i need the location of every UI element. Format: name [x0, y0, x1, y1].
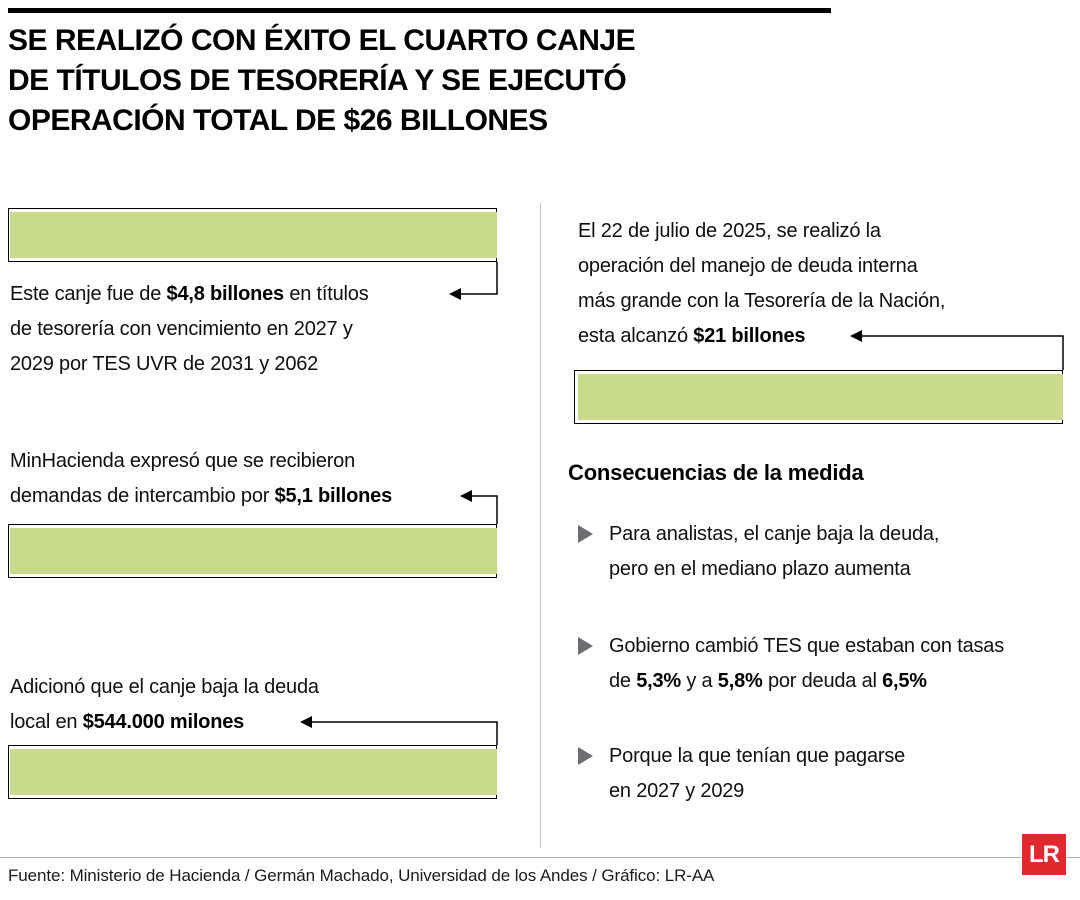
consequence-item-1: Para analistas, el canje baja la deuda, … — [578, 517, 1064, 587]
consequence-item-2: Gobierno cambió TES que estaban con tasa… — [578, 629, 1064, 699]
top-rule — [8, 8, 831, 13]
bullet-arrow-icon — [578, 747, 593, 765]
consequence-text-3: Porque la que tenían que pagarse en 2027… — [609, 745, 906, 802]
source-credit: Fuente: Ministerio de Hacienda / Germán … — [8, 866, 715, 885]
consequence-text-1: Para analistas, el canje baja la deuda, … — [609, 523, 940, 580]
headline-line-1: SE REALIZÓ CON ÉXITO EL CUARTO CANJE — [8, 24, 636, 57]
consequence-item-3: Porque la que tenían que pagarse en 2027… — [578, 739, 1064, 809]
fact-block-canje: Este canje fue de $4,8 billones en títul… — [10, 283, 369, 375]
bullet-arrow-icon — [578, 525, 593, 543]
highlight-bar-2 — [10, 528, 497, 574]
amount-21-billones: $21 billones — [693, 325, 806, 347]
highlight-bar-3 — [10, 749, 497, 795]
rate-5-3: 5,3% — [636, 670, 681, 692]
headline-line-2: DE TÍTULOS DE TESORERÍA Y SE EJECUTÓ — [8, 64, 627, 97]
fact-block-deuda-local: Adicionó que el canje baja la deuda loca… — [10, 676, 319, 733]
fact-block-demandas: MinHacienda expresó que se recibieron de… — [10, 450, 393, 507]
rate-5-8: 5,8% — [717, 670, 763, 692]
bullet-arrow-icon — [578, 637, 593, 655]
headline: SE REALIZÓ CON ÉXITO EL CUARTO CANJE DE … — [8, 21, 636, 141]
consequences-heading: Consecuencias de la medida — [568, 460, 864, 485]
amount-4-8-billones: $4,8 billones — [166, 283, 285, 305]
amount-544000-millones: $544.000 milones — [82, 711, 245, 733]
rate-6-5: 6,5% — [882, 670, 927, 692]
highlight-bar-1 — [10, 212, 497, 258]
column-divider — [540, 203, 541, 848]
footer-rule — [0, 857, 1080, 858]
lr-logo: LR — [1022, 834, 1066, 875]
headline-line-3: OPERACIÓN TOTAL DE $26 BILLONES — [8, 104, 548, 137]
fact-block-operacion: El 22 de julio de 2025, se realizó la op… — [578, 220, 946, 347]
amount-5-1-billones: $5,1 billones — [274, 485, 393, 507]
consequence-text-2: Gobierno cambió TES que estaban con tasa… — [609, 635, 1005, 692]
highlight-bar-4 — [578, 374, 1063, 420]
